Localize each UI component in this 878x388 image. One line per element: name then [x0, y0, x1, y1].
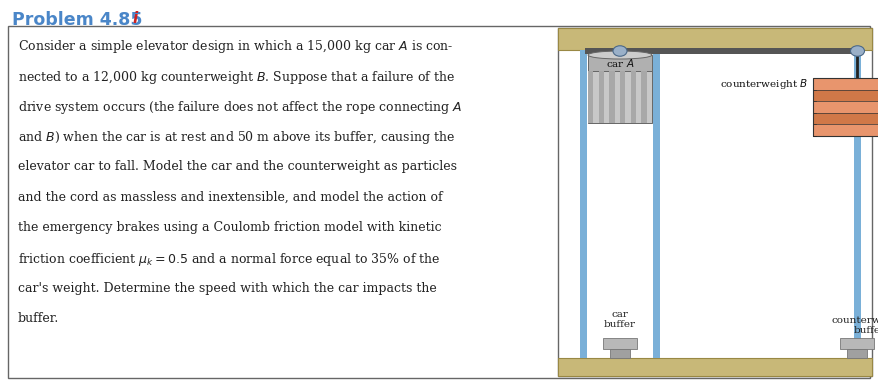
Text: nected to a 12,000 kg counterweight $B$. Suppose that a failure of the: nected to a 12,000 kg counterweight $B$.…: [18, 69, 455, 85]
Text: Consider a simple elevator design in which a 15,000 kg car $A$ is con-: Consider a simple elevator design in whi…: [18, 38, 453, 55]
Bar: [558, 358, 871, 376]
Bar: [652, 50, 659, 358]
Bar: [558, 28, 871, 376]
Bar: [812, 78, 878, 136]
Bar: [630, 71, 636, 123]
Bar: [641, 71, 646, 123]
Ellipse shape: [850, 46, 864, 56]
Bar: [853, 50, 860, 358]
Ellipse shape: [612, 46, 626, 56]
Bar: [839, 338, 874, 349]
Text: elevator car to fall. Model the car and the counterweight as particles: elevator car to fall. Model the car and …: [18, 160, 457, 173]
Text: car's weight. Determine the speed with which the car impacts the: car's weight. Determine the speed with w…: [18, 282, 436, 295]
Bar: [587, 71, 593, 123]
Text: i: i: [133, 11, 138, 26]
Text: counterweight $B$: counterweight $B$: [719, 77, 808, 91]
Text: and $B$) when the car is at rest and 50 m above its buffer, causing the: and $B$) when the car is at rest and 50 …: [18, 130, 455, 147]
Bar: [585, 48, 862, 54]
Text: drive system occurs (the failure does not affect the rope connecting $A$: drive system occurs (the failure does no…: [18, 99, 462, 116]
Bar: [812, 113, 878, 125]
Bar: [558, 28, 871, 50]
Bar: [602, 338, 637, 349]
Text: car
buffer: car buffer: [603, 310, 636, 329]
Bar: [608, 71, 614, 123]
Bar: [587, 55, 651, 71]
Bar: [579, 50, 587, 358]
Bar: [846, 78, 867, 86]
Text: friction coefficient $\mu_k = 0.5$ and a normal force equal to 35% of the: friction coefficient $\mu_k = 0.5$ and a…: [18, 251, 440, 268]
Bar: [812, 90, 878, 101]
Text: counterweight
buffer: counterweight buffer: [831, 316, 878, 335]
Bar: [598, 71, 603, 123]
Text: Problem 4.85: Problem 4.85: [12, 11, 142, 29]
Bar: [846, 349, 867, 358]
Text: buffer.: buffer.: [18, 312, 59, 326]
Bar: [609, 349, 630, 358]
Bar: [812, 125, 878, 136]
Text: the emergency brakes using a Coulomb friction model with kinetic: the emergency brakes using a Coulomb fri…: [18, 221, 441, 234]
Bar: [587, 71, 651, 123]
Bar: [619, 71, 624, 123]
Bar: [812, 78, 878, 90]
Ellipse shape: [587, 51, 651, 59]
Bar: [812, 101, 878, 113]
Text: and the cord as massless and inextensible, and model the action of: and the cord as massless and inextensibl…: [18, 191, 443, 203]
Text: car $A$: car $A$: [605, 57, 634, 69]
